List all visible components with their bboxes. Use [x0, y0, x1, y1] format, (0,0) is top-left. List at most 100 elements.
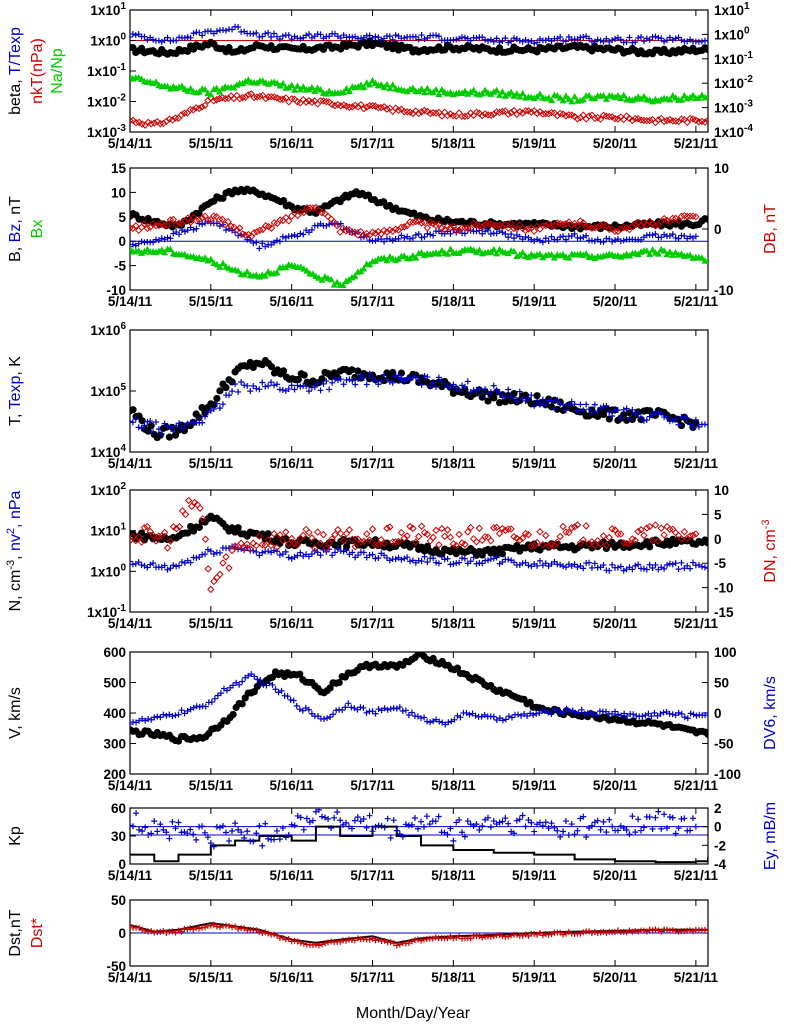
- data-point: [408, 709, 415, 716]
- data-point: [187, 502, 196, 510]
- data-point: [539, 253, 547, 261]
- data-point: [502, 393, 509, 400]
- left-axis-label: T, Texp, K: [7, 356, 24, 426]
- data-point: [692, 419, 700, 427]
- data-point: [466, 711, 473, 718]
- data-point: [196, 29, 203, 36]
- data-point: [539, 239, 546, 246]
- data-point: [446, 533, 455, 542]
- data-point: [695, 118, 703, 126]
- data-point: [450, 837, 457, 844]
- data-point: [145, 715, 152, 722]
- data-point: [193, 836, 200, 843]
- data-point: [591, 560, 598, 567]
- data-point: [381, 238, 388, 245]
- tick-label: 30: [111, 829, 126, 844]
- data-point: [265, 29, 272, 36]
- data-point: [594, 930, 601, 937]
- x-tick-label: 5/19/11: [512, 868, 557, 883]
- data-point: [246, 545, 254, 553]
- series-red-diamond: [130, 90, 708, 129]
- data-point: [369, 374, 376, 381]
- data-point: [389, 227, 397, 236]
- data-point: [363, 824, 370, 831]
- data-point: [343, 937, 350, 944]
- data-point: [625, 409, 634, 417]
- data-point: [542, 221, 550, 230]
- data-point: [213, 84, 221, 92]
- data-point: [704, 215, 708, 223]
- data-point: [583, 401, 590, 408]
- data-point: [452, 226, 460, 235]
- data-point: [285, 217, 293, 225]
- data-point: [548, 397, 555, 404]
- data-point: [383, 80, 391, 88]
- series-blue-plus: [130, 543, 708, 574]
- data-point: [686, 212, 694, 220]
- data-point: [328, 825, 335, 832]
- data-point: [297, 549, 304, 556]
- data-point: [629, 406, 636, 413]
- data-point: [638, 827, 645, 834]
- series-black-dot: [130, 37, 708, 58]
- data-point: [175, 523, 184, 531]
- data-point: [457, 714, 464, 721]
- data-point: [138, 562, 145, 569]
- series-black-dot: [130, 357, 700, 442]
- data-point: [504, 525, 512, 533]
- data-point: [303, 204, 311, 212]
- data-point: [680, 528, 689, 536]
- data-point: [453, 664, 461, 672]
- data-point: [317, 387, 324, 394]
- data-point: [238, 700, 246, 708]
- data-point: [232, 380, 239, 387]
- data-point: [291, 231, 298, 238]
- data-point: [285, 554, 292, 561]
- data-point: [599, 221, 608, 229]
- data-point: [351, 272, 359, 279]
- data-point: [150, 560, 157, 567]
- data-point: [348, 366, 356, 374]
- data-point: [386, 104, 394, 112]
- data-point: [276, 95, 284, 104]
- x-tick-label: 5/16/11: [270, 970, 315, 985]
- data-point: [502, 230, 509, 237]
- data-point: [657, 710, 664, 717]
- data-point: [534, 236, 541, 243]
- data-point: [210, 401, 218, 409]
- data-point: [354, 367, 362, 375]
- data-point: [251, 673, 258, 680]
- data-point: [262, 929, 269, 936]
- data-point: [204, 565, 212, 573]
- data-point: [202, 413, 209, 420]
- x-tick-label: 5/16/11: [270, 868, 315, 883]
- data-point: [228, 546, 236, 555]
- data-point: [138, 238, 145, 245]
- data-point: [213, 394, 221, 403]
- data-point: [490, 245, 498, 253]
- data-point: [672, 830, 679, 837]
- tick-label: 1x100: [90, 562, 126, 579]
- x-tick-label: 5/15/11: [189, 868, 234, 883]
- data-point: [542, 235, 549, 242]
- data-point: [539, 540, 547, 549]
- data-point: [214, 692, 221, 699]
- data-point: [705, 710, 708, 716]
- tick-label: 1x102: [90, 481, 126, 498]
- data-point: [243, 268, 251, 275]
- data-point: [315, 206, 323, 215]
- data-point: [279, 387, 286, 394]
- data-point: [169, 523, 178, 531]
- data-point: [569, 707, 576, 714]
- data-point: [690, 711, 697, 718]
- data-point: [169, 215, 178, 224]
- data-point: [487, 556, 494, 563]
- data-point: [259, 240, 266, 247]
- data-point: [348, 535, 357, 544]
- data-point: [603, 929, 610, 936]
- data-point: [294, 552, 301, 559]
- data-point: [677, 535, 686, 543]
- tick-label: 1x101: [90, 1, 126, 18]
- data-point: [629, 566, 636, 573]
